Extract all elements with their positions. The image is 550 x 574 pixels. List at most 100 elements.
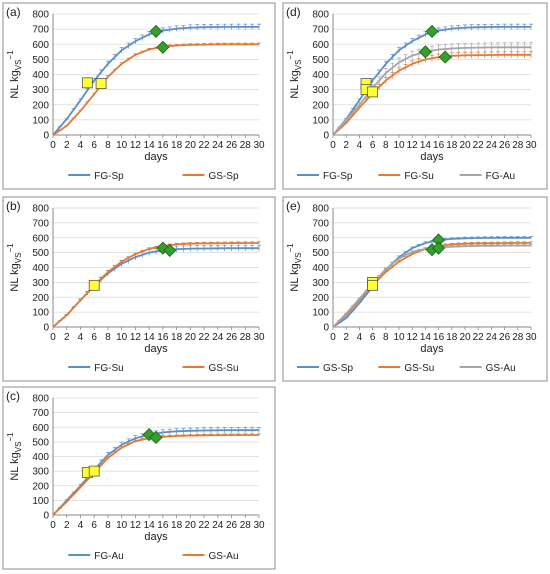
panel-frame <box>282 2 548 190</box>
y-axis-label: NL kgVS−1 <box>286 50 303 99</box>
y-tick-label: 600 <box>312 40 329 51</box>
panel-label: (a) <box>6 5 21 19</box>
x-tick-label: 24 <box>212 332 224 343</box>
plateau-marker <box>156 40 170 54</box>
y-tick-label: 100 <box>312 308 329 319</box>
y-tick-label: 800 <box>32 204 49 215</box>
x-tick-label: 18 <box>171 140 183 151</box>
series-fg-au <box>332 42 533 136</box>
x-tick-label: 28 <box>240 332 252 343</box>
y-axis-label: NL kgVS−1 <box>6 243 23 292</box>
y-tick-label: 800 <box>312 10 329 21</box>
y-tick-label: 500 <box>32 437 49 448</box>
y-tick-label: 200 <box>32 481 49 492</box>
plateau-marker <box>432 241 446 255</box>
series-line <box>332 46 531 136</box>
x-tick-label: 24 <box>212 520 224 531</box>
y-tick-label: 200 <box>312 100 329 111</box>
x-tick-label: 0 <box>330 140 336 151</box>
y-axis-label: NL kgVS−1 <box>286 243 303 292</box>
y-tick-label: 300 <box>32 85 49 96</box>
x-tick-label: 12 <box>130 332 142 343</box>
legend-label: GS-Sp <box>323 363 353 374</box>
x-tick-label: 4 <box>78 140 84 151</box>
y-tick-label: 800 <box>32 10 49 21</box>
x-tick-label: 10 <box>393 140 405 151</box>
x-tick-label: 28 <box>240 140 252 151</box>
y-tick-label: 100 <box>32 115 49 126</box>
x-tick-label: 12 <box>130 520 142 531</box>
y-tick-label: 500 <box>312 55 329 66</box>
x-tick-label: 20 <box>185 140 197 151</box>
legend-label: GS-Su <box>404 363 434 374</box>
legend-label: FG-Au <box>94 551 123 562</box>
x-tick-label: 14 <box>420 332 432 343</box>
legend-label: FG-Sp <box>323 171 353 182</box>
series-gs-sp <box>52 42 261 136</box>
y-axis-label: NL kgVS−1 <box>6 50 23 99</box>
x-tick-label: 4 <box>78 332 84 343</box>
x-tick-label: 12 <box>407 140 419 151</box>
x-tick-label: 10 <box>116 332 128 343</box>
legend-label: FG-Su <box>94 363 123 374</box>
y-tick-label: 100 <box>32 496 49 507</box>
plateau-marker <box>425 24 439 38</box>
x-tick-label: 30 <box>253 520 265 531</box>
x-tick-label: 6 <box>370 140 376 151</box>
y-tick-label: 700 <box>32 408 49 419</box>
x-tick-label: 30 <box>525 332 537 343</box>
lag-phase-marker <box>81 77 93 89</box>
x-axis-label: days <box>420 343 444 355</box>
x-tick-label: 26 <box>499 332 511 343</box>
legend-label: GS-Au <box>486 363 516 374</box>
x-tick-label: 28 <box>512 140 524 151</box>
x-tick-label: 8 <box>383 332 389 343</box>
x-tick-label: 14 <box>144 332 156 343</box>
y-tick-label: 200 <box>32 293 49 304</box>
x-tick-label: 16 <box>157 520 169 531</box>
y-tick-label: 500 <box>32 55 49 66</box>
y-tick-label: 0 <box>323 131 329 142</box>
x-tick-label: 24 <box>486 140 498 151</box>
y-tick-label: 0 <box>43 511 49 522</box>
x-tick-label: 6 <box>91 332 97 343</box>
x-tick-label: 0 <box>50 332 56 343</box>
x-tick-label: 0 <box>330 332 336 343</box>
y-tick-label: 600 <box>312 233 329 244</box>
x-tick-label: 12 <box>407 332 419 343</box>
x-tick-label: 22 <box>199 140 211 151</box>
y-tick-label: 0 <box>43 323 49 334</box>
y-tick-label: 700 <box>312 218 329 229</box>
x-tick-label: 22 <box>199 332 211 343</box>
x-tick-label: 0 <box>50 140 56 151</box>
x-tick-label: 28 <box>240 520 252 531</box>
x-tick-label: 10 <box>393 332 405 343</box>
x-tick-label: 4 <box>357 332 363 343</box>
y-tick-label: 600 <box>32 423 49 434</box>
x-tick-label: 16 <box>157 332 169 343</box>
x-tick-label: 22 <box>199 520 211 531</box>
x-tick-label: 8 <box>383 140 389 151</box>
legend-label: GS-Au <box>209 551 239 562</box>
x-tick-label: 18 <box>446 332 458 343</box>
x-tick-label: 2 <box>343 140 349 151</box>
legend-label: GS-Su <box>209 363 239 374</box>
plateau-marker <box>149 430 163 445</box>
x-tick-label: 26 <box>226 332 238 343</box>
x-tick-label: 12 <box>130 140 142 151</box>
y-tick-label: 300 <box>32 467 49 478</box>
x-tick-label: 30 <box>525 140 537 151</box>
y-tick-label: 600 <box>32 40 49 51</box>
x-tick-label: 14 <box>420 140 432 151</box>
y-tick-label: 300 <box>32 278 49 289</box>
panel-label: (e) <box>286 199 301 213</box>
x-tick-label: 18 <box>171 520 183 531</box>
plateau-marker <box>418 45 432 59</box>
panel-label: (b) <box>6 199 21 213</box>
y-tick-label: 200 <box>32 100 49 111</box>
series-line <box>332 236 531 328</box>
